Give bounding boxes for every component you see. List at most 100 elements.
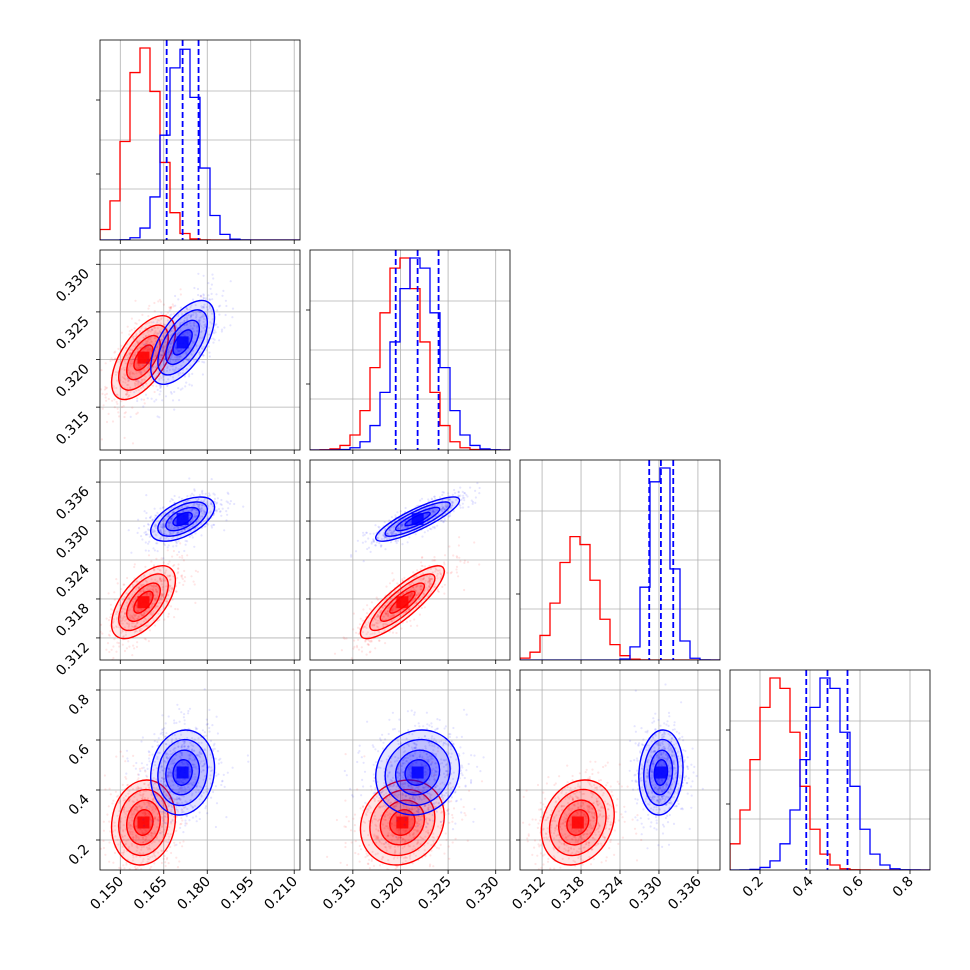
scatter-point <box>142 587 145 591</box>
scatter-point <box>201 504 204 507</box>
y-tick-label: 0.318 <box>53 600 93 640</box>
scatter-point <box>167 862 170 865</box>
scatter-point <box>170 306 173 309</box>
scatter-point <box>190 520 193 523</box>
scatter-point <box>178 357 181 360</box>
scatter-point <box>167 522 171 525</box>
scatter-point <box>386 610 389 613</box>
scatter-point <box>383 615 386 618</box>
scatter-point <box>178 581 181 584</box>
scatter-point <box>357 648 361 651</box>
scatter-point <box>160 580 163 583</box>
scatter-point <box>144 346 147 349</box>
scatter-point <box>140 613 143 617</box>
scatter-point <box>135 625 138 628</box>
scatter-point <box>153 331 156 334</box>
scatter-point <box>160 384 163 387</box>
scatter-point <box>388 594 391 597</box>
scatter-point <box>169 346 172 349</box>
scatter-point <box>386 615 389 618</box>
scatter-point <box>389 593 393 596</box>
scatter-point <box>391 579 394 582</box>
scatter-point <box>174 347 177 350</box>
scatter-point <box>395 541 398 545</box>
scatter-point <box>209 502 212 506</box>
scatter-point <box>202 296 205 299</box>
scatter-point <box>123 373 126 376</box>
scatter-point <box>137 586 140 589</box>
scatter-point <box>433 510 436 513</box>
scatter-point <box>152 381 155 384</box>
scatter-point <box>182 525 185 528</box>
scatter-point <box>200 325 203 328</box>
scatter-point <box>159 300 162 303</box>
scatter-point <box>414 594 417 597</box>
scatter-point <box>353 645 356 649</box>
scatter-point <box>115 578 118 581</box>
scatter-point <box>184 385 187 388</box>
scatter-point <box>114 350 117 353</box>
scatter-point <box>446 571 449 574</box>
scatter-point <box>153 333 156 336</box>
scatter-point <box>198 319 201 322</box>
scatter-point <box>391 531 394 534</box>
scatter-point <box>161 339 164 342</box>
scatter-point <box>115 611 118 614</box>
scatter-point <box>436 590 440 593</box>
scatter-point <box>357 632 360 635</box>
scatter-point <box>373 618 376 621</box>
scatter-point <box>132 764 135 767</box>
scatter-point <box>163 358 166 361</box>
scatter-point <box>196 287 200 291</box>
scatter-point <box>202 326 205 330</box>
scatter-point <box>383 537 386 540</box>
scatter-point <box>392 618 395 621</box>
scatter-point <box>447 492 450 495</box>
scatter-point <box>126 377 129 380</box>
scatter-point <box>170 352 173 355</box>
scatter-point <box>176 531 179 534</box>
scatter-point <box>168 574 171 577</box>
scatter-point <box>143 402 146 405</box>
scatter-point <box>124 630 128 633</box>
scatter-point <box>379 621 382 624</box>
scatter-point <box>378 526 381 529</box>
scatter-point <box>150 578 153 581</box>
scatter-point <box>137 615 140 619</box>
scatter-point <box>201 373 204 376</box>
scatter-point <box>189 521 192 524</box>
scatter-point <box>370 640 373 643</box>
scatter-point <box>195 325 198 328</box>
scatter-point <box>197 360 201 363</box>
scatter-point <box>426 595 429 598</box>
scatter-point <box>376 614 379 617</box>
scatter-point <box>159 386 162 390</box>
scatter-point <box>162 524 165 528</box>
scatter-point <box>169 845 172 849</box>
scatter-point <box>217 507 221 511</box>
scatter-point <box>193 515 196 518</box>
scatter-point <box>212 492 215 495</box>
scatter-point <box>171 533 174 536</box>
scatter-point <box>143 343 146 346</box>
scatter-point <box>214 825 217 829</box>
scatter-point <box>153 310 156 313</box>
scatter-point <box>384 642 387 645</box>
scatter-point <box>418 578 421 581</box>
scatter-point <box>153 598 156 601</box>
scatter-point <box>163 341 167 344</box>
panel-border <box>99 459 301 661</box>
scatter-point <box>162 585 165 588</box>
scatter-point <box>387 614 390 617</box>
scatter-point <box>126 390 129 393</box>
scatter-point <box>410 600 413 603</box>
scatter-point <box>137 587 141 590</box>
scatter-point <box>156 335 159 338</box>
scatter-point <box>183 504 186 507</box>
scatter-point <box>173 336 176 339</box>
scatter-point <box>127 609 130 612</box>
scatter-point <box>437 569 440 572</box>
y-tick-label: 0.325 <box>53 313 93 353</box>
scatter-point <box>203 499 206 502</box>
scatter-point <box>135 322 138 325</box>
